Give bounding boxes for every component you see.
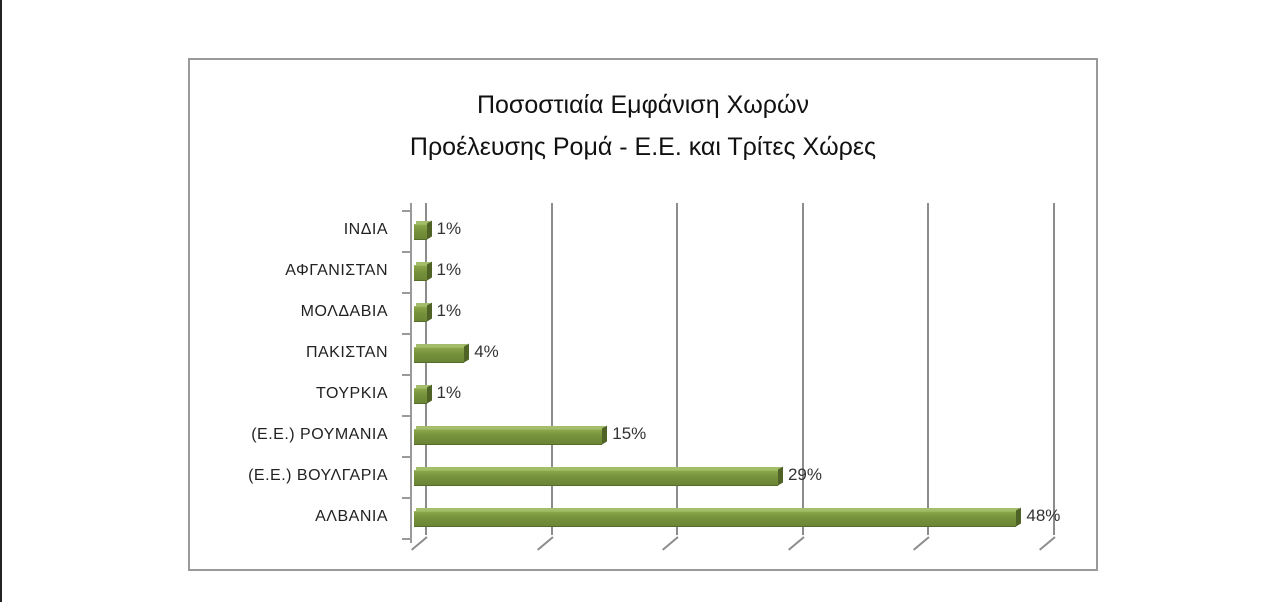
category-label: (Ε.Ε.) ΒΟΥΛΓΑΡΙΑ bbox=[248, 467, 388, 484]
gridline bbox=[1053, 203, 1055, 535]
bar bbox=[414, 425, 608, 445]
bar-top-face bbox=[416, 303, 430, 306]
gridline bbox=[927, 203, 929, 535]
bar-top-face bbox=[416, 385, 430, 388]
window-left-edge bbox=[0, 0, 2, 602]
bar bbox=[414, 261, 432, 281]
chart-title-line-1: Ποσοστιαία Εμφάνιση Χωρών bbox=[476, 91, 810, 119]
gridline bbox=[802, 203, 804, 535]
gridline-foot bbox=[913, 536, 930, 551]
category-label: (Ε.Ε.) ΡΟΥΜΑΝΙΑ bbox=[251, 426, 388, 443]
category-tick bbox=[402, 538, 410, 540]
gridline-foot bbox=[662, 536, 679, 551]
bar bbox=[414, 466, 783, 486]
category-tick bbox=[402, 210, 410, 212]
bar-top-face bbox=[416, 221, 430, 224]
category-label: ΜΟΛΔΑΒΙΑ bbox=[300, 303, 388, 320]
bar-side-face bbox=[602, 425, 608, 445]
data-label: 48% bbox=[1026, 506, 1061, 525]
category-label: ΑΛΒΑΝΙΑ bbox=[315, 508, 388, 525]
bar-top-face bbox=[416, 344, 468, 347]
data-label: 1% bbox=[436, 301, 462, 320]
category-tick bbox=[402, 292, 410, 294]
data-label: 4% bbox=[474, 342, 499, 361]
category-tick bbox=[402, 415, 410, 417]
bar bbox=[414, 220, 432, 240]
category-tick bbox=[402, 497, 410, 499]
gridline-foot bbox=[411, 536, 428, 551]
y-axis-line bbox=[410, 203, 412, 543]
category-tick bbox=[402, 333, 410, 335]
category-label: ΠΑΚΙΣΤΑΝ bbox=[305, 344, 388, 361]
bar-side-face bbox=[1016, 507, 1022, 527]
bar-side-face bbox=[777, 466, 783, 486]
bar-top-face bbox=[416, 467, 781, 470]
gridline bbox=[676, 203, 678, 535]
bar-side-face bbox=[426, 220, 432, 240]
category-tick bbox=[402, 374, 410, 376]
gridline bbox=[551, 203, 553, 535]
gridline-foot bbox=[1039, 536, 1056, 551]
bar bbox=[414, 343, 470, 363]
category-tick bbox=[402, 251, 410, 253]
bar bbox=[414, 384, 432, 404]
data-label: 1% bbox=[436, 383, 462, 402]
bar bbox=[414, 302, 432, 322]
bar-side-face bbox=[426, 261, 432, 281]
bar-side-face bbox=[464, 343, 470, 363]
category-label: ΙΝΔΙΑ bbox=[343, 221, 388, 238]
bar-top-face bbox=[416, 508, 1020, 511]
category-label: ΑΦΓΑΝΙΣΤΑΝ bbox=[285, 262, 388, 279]
data-label: 29% bbox=[787, 465, 822, 484]
bar-side-face bbox=[426, 384, 432, 404]
data-label: 1% bbox=[436, 219, 462, 238]
gridline-foot bbox=[788, 536, 805, 551]
chart-title-line-2: Προέλευσης Ρομά - Ε.Ε. και Τρίτες Χώρες bbox=[409, 133, 877, 161]
bar-side-face bbox=[426, 302, 432, 322]
bar-top-face bbox=[416, 426, 606, 429]
bar-top-face bbox=[416, 262, 430, 265]
gridline-foot bbox=[537, 536, 554, 551]
gridline bbox=[425, 203, 427, 535]
data-label: 1% bbox=[436, 260, 462, 279]
data-label: 15% bbox=[612, 424, 647, 443]
category-tick bbox=[402, 456, 410, 458]
category-label: ΤΟΥΡΚΙΑ bbox=[315, 385, 388, 402]
chart-title: Ποσοστιαία Εμφάνιση Χωρών Προέλευσης Ρομ… bbox=[188, 84, 1098, 168]
bar bbox=[414, 507, 1022, 527]
